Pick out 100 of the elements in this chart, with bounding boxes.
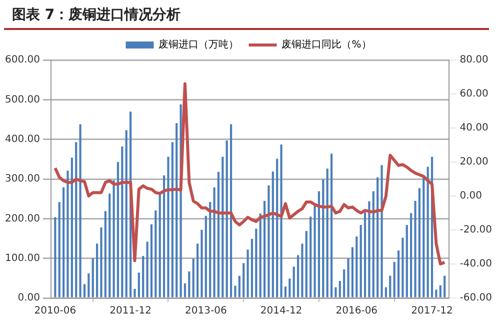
bar bbox=[380, 165, 383, 298]
bar bbox=[70, 158, 73, 298]
bar bbox=[292, 266, 295, 298]
bar bbox=[259, 214, 262, 298]
chart-title: 图表 7：废铜进口情况分析 bbox=[4, 0, 489, 30]
bar bbox=[368, 201, 370, 298]
bar bbox=[188, 271, 190, 298]
bar bbox=[444, 276, 446, 298]
bar bbox=[162, 175, 166, 298]
bar bbox=[176, 123, 178, 298]
y-tick-label: 300.00 bbox=[4, 174, 40, 185]
y2-tick-label: 60.00 bbox=[460, 88, 488, 100]
y-tick-label: 600.00 bbox=[4, 54, 40, 66]
bar bbox=[330, 154, 333, 298]
bar bbox=[422, 175, 425, 298]
y2-tick-label: 80.00 bbox=[460, 54, 488, 66]
bar bbox=[108, 194, 111, 298]
y-tick-label: 0.00 bbox=[18, 292, 40, 304]
bar bbox=[402, 238, 404, 298]
bar bbox=[217, 172, 220, 298]
bar bbox=[376, 177, 379, 298]
bar bbox=[192, 258, 194, 298]
y2-tick-label: -60.00 bbox=[460, 292, 492, 304]
bar bbox=[372, 191, 374, 298]
bar bbox=[276, 158, 278, 298]
y2-tick-label: -40.00 bbox=[460, 258, 492, 270]
bar bbox=[284, 286, 287, 298]
bar bbox=[384, 287, 388, 298]
bar bbox=[158, 194, 161, 298]
bar bbox=[389, 276, 392, 298]
bar bbox=[280, 144, 282, 298]
bar bbox=[116, 162, 120, 298]
bar bbox=[104, 211, 106, 298]
bar bbox=[356, 236, 358, 298]
bar bbox=[351, 247, 354, 298]
bar bbox=[92, 258, 94, 298]
bar bbox=[242, 263, 245, 298]
bar bbox=[393, 262, 396, 298]
bar bbox=[343, 269, 346, 298]
bar bbox=[418, 188, 420, 298]
bar bbox=[268, 185, 270, 298]
bar bbox=[62, 187, 65, 298]
bar bbox=[414, 200, 416, 298]
bar bbox=[209, 202, 212, 298]
bar bbox=[238, 276, 240, 298]
legend-label: 废铜进口同比（%） bbox=[282, 38, 372, 51]
bar bbox=[171, 142, 174, 298]
bar bbox=[397, 250, 400, 298]
bar bbox=[196, 244, 199, 298]
bar bbox=[88, 273, 90, 298]
bar bbox=[138, 272, 140, 298]
bar bbox=[79, 124, 82, 298]
bar bbox=[54, 217, 56, 298]
bar bbox=[338, 280, 341, 298]
y-tick-label: 400.00 bbox=[4, 134, 40, 145]
bar bbox=[222, 156, 224, 298]
x-tick-label: 2016-06 bbox=[336, 306, 378, 317]
bar bbox=[255, 228, 258, 298]
y2-tick-label: -20.00 bbox=[460, 224, 492, 236]
bar bbox=[288, 278, 291, 298]
x-tick-label: 2017-12 bbox=[411, 306, 453, 317]
bar bbox=[263, 200, 266, 298]
bar bbox=[296, 255, 300, 298]
bar bbox=[121, 146, 124, 298]
y-tick-label: 100.00 bbox=[4, 252, 40, 264]
bar bbox=[234, 286, 236, 298]
bar bbox=[96, 244, 98, 298]
bar bbox=[246, 250, 249, 298]
x-tick-label: 2011-12 bbox=[110, 306, 152, 317]
bar bbox=[272, 171, 274, 298]
bar bbox=[360, 225, 362, 298]
bar bbox=[435, 290, 438, 298]
bar bbox=[305, 230, 308, 298]
bar bbox=[66, 170, 69, 298]
bar bbox=[322, 179, 324, 298]
y-tick-label: 500.00 bbox=[4, 94, 40, 106]
x-tick-label: 2013-06 bbox=[185, 306, 227, 317]
bar bbox=[334, 287, 337, 298]
bar bbox=[326, 168, 328, 298]
bar bbox=[58, 202, 60, 298]
bar bbox=[301, 244, 304, 298]
bar bbox=[150, 224, 153, 298]
x-tick-label: 2010-06 bbox=[34, 306, 76, 317]
bar bbox=[75, 142, 78, 298]
bar bbox=[200, 230, 203, 298]
y-tick-label: 200.00 bbox=[4, 213, 40, 224]
bar bbox=[154, 210, 157, 298]
bar bbox=[83, 284, 86, 298]
y2-tick-label: 40.00 bbox=[460, 122, 488, 134]
bar bbox=[112, 180, 115, 298]
bar bbox=[146, 242, 148, 298]
bar bbox=[125, 130, 128, 298]
bar bbox=[310, 216, 312, 298]
bar bbox=[230, 124, 232, 298]
bar bbox=[100, 227, 102, 298]
bar bbox=[167, 156, 170, 298]
bar bbox=[250, 238, 254, 298]
bar bbox=[184, 283, 186, 298]
bar bbox=[410, 213, 412, 298]
y2-tick-label: 0.00 bbox=[460, 190, 482, 202]
